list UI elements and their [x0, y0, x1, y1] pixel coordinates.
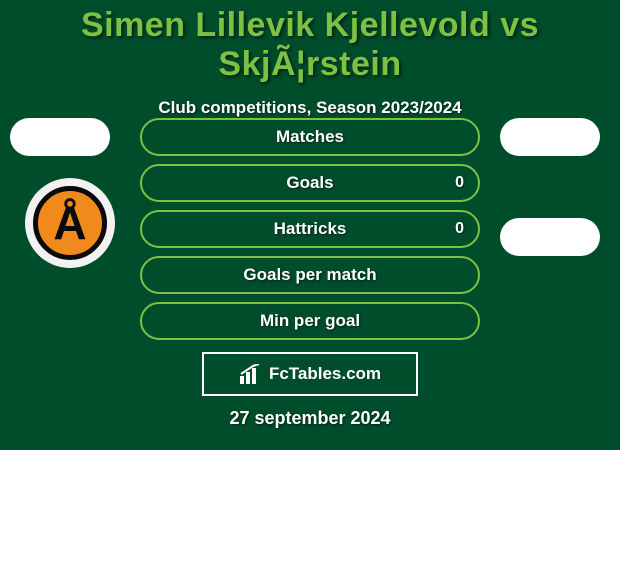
stat-label-pill: Matches	[140, 118, 480, 156]
club-badge-letter: Å	[33, 186, 107, 260]
club-badge: Å	[25, 178, 115, 268]
stat-row: Matches	[0, 118, 620, 164]
stat-label-pill: Hattricks0	[140, 210, 480, 248]
watermark: FcTables.com	[202, 352, 418, 396]
date-text: 27 september 2024	[0, 408, 620, 429]
right-value-pill	[500, 118, 600, 156]
chart-bars-icon	[239, 364, 263, 384]
stat-label: Matches	[142, 127, 478, 147]
stat-label-pill: Goals per match	[140, 256, 480, 294]
stat-value-right: 0	[455, 220, 464, 238]
stat-label: Hattricks	[142, 219, 478, 239]
stat-label: Goals	[142, 173, 478, 193]
comparison-card: Simen Lillevik Kjellevold vs SkjÃ¦rstein…	[0, 0, 620, 450]
stat-value-right: 0	[455, 174, 464, 192]
stat-label: Min per goal	[142, 311, 478, 331]
left-value-pill	[10, 118, 110, 156]
watermark-text: FcTables.com	[269, 364, 381, 384]
page-title: Simen Lillevik Kjellevold vs SkjÃ¦rstein	[0, 6, 620, 84]
stat-row: Min per goal	[0, 302, 620, 348]
stat-label-pill: Goals0	[140, 164, 480, 202]
stat-row: Goals per match	[0, 256, 620, 302]
page-subtitle: Club competitions, Season 2023/2024	[0, 98, 620, 118]
stat-label: Goals per match	[142, 265, 478, 285]
stat-label-pill: Min per goal	[140, 302, 480, 340]
